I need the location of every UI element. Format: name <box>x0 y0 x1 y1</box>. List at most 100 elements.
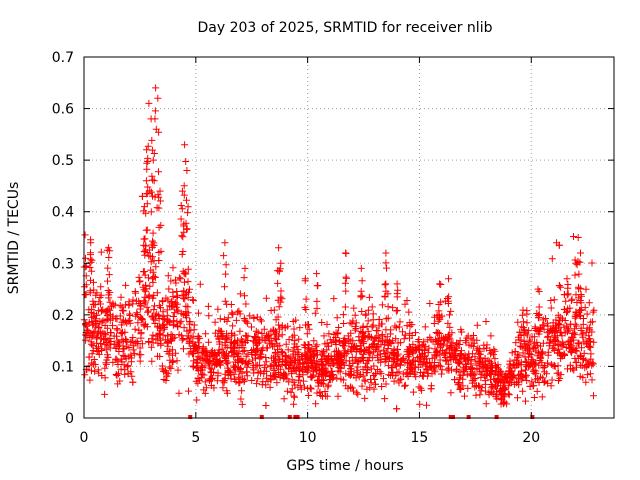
data-point <box>262 358 270 366</box>
data-point <box>150 239 158 247</box>
data-point <box>178 336 186 344</box>
data-point <box>530 345 538 353</box>
data-point <box>401 300 409 308</box>
data-point <box>102 346 110 354</box>
data-point <box>117 329 125 337</box>
data-point <box>332 341 340 348</box>
data-point <box>401 382 408 390</box>
data-point <box>440 351 448 359</box>
data-point <box>144 142 152 150</box>
data-point <box>229 322 237 330</box>
data-point <box>133 338 141 345</box>
data-point <box>155 168 162 176</box>
data-point <box>496 387 504 395</box>
data-point <box>369 372 377 379</box>
data-point <box>358 329 366 336</box>
data-point <box>99 317 107 325</box>
data-point <box>157 304 164 312</box>
x-tick-label: 0 <box>80 430 89 446</box>
data-point <box>218 345 226 353</box>
data-point <box>211 318 219 326</box>
data-point <box>274 369 282 376</box>
data-point <box>542 315 550 322</box>
data-point <box>568 333 576 341</box>
x-axis-title: GPS time / hours <box>286 458 403 474</box>
data-point <box>158 297 166 305</box>
data-point <box>435 334 443 342</box>
chart-title: Day 203 of 2025, SRMTID for receiver nli… <box>198 20 493 36</box>
data-point <box>104 353 112 361</box>
data-point <box>327 368 335 375</box>
data-point <box>468 364 476 372</box>
data-point <box>85 334 93 341</box>
data-point <box>205 312 213 320</box>
data-point <box>140 321 148 329</box>
data-point <box>395 368 403 376</box>
data-point <box>166 318 174 326</box>
data-point <box>522 397 529 405</box>
data-point <box>469 336 477 344</box>
data-point <box>156 197 164 205</box>
data-point <box>525 362 533 370</box>
data-point <box>155 257 163 264</box>
data-point <box>91 367 99 375</box>
data-point <box>426 300 434 307</box>
data-point <box>380 340 388 348</box>
data-point <box>138 315 146 323</box>
data-point <box>173 294 181 301</box>
data-point <box>135 326 143 334</box>
data-point <box>151 319 159 327</box>
data-point <box>280 369 288 377</box>
data-point <box>354 390 362 398</box>
data-point <box>301 277 309 285</box>
zero-point <box>494 415 499 419</box>
data-point <box>544 348 552 356</box>
data-point <box>140 235 148 243</box>
data-point <box>149 229 157 237</box>
data-point <box>583 340 591 348</box>
data-point <box>224 352 232 360</box>
data-point <box>153 289 161 297</box>
data-point <box>202 350 210 358</box>
data-point <box>173 306 181 314</box>
data-point <box>167 277 175 285</box>
data-point <box>216 340 224 348</box>
data-point <box>91 360 99 368</box>
data-point <box>182 158 190 165</box>
data-point <box>187 345 195 352</box>
data-point <box>142 226 150 234</box>
data-point <box>151 273 159 281</box>
data-points <box>80 84 598 419</box>
data-point <box>523 310 531 318</box>
data-point <box>214 305 222 313</box>
data-point <box>216 357 224 365</box>
data-point <box>223 335 231 343</box>
data-point <box>337 361 345 369</box>
data-point <box>291 359 299 367</box>
data-point <box>445 366 453 374</box>
data-point <box>217 327 225 335</box>
data-point <box>348 320 356 328</box>
data-point <box>491 347 499 355</box>
data-point <box>451 376 459 384</box>
data-point <box>572 359 580 367</box>
data-point <box>257 352 265 360</box>
data-point <box>393 290 401 298</box>
data-point <box>517 336 525 344</box>
data-point <box>341 347 349 355</box>
data-point <box>125 301 133 309</box>
data-point <box>302 295 310 303</box>
data-point <box>461 392 468 400</box>
data-point <box>141 300 149 308</box>
data-point <box>334 351 342 359</box>
data-point <box>190 321 198 329</box>
data-point <box>586 370 594 378</box>
data-point <box>106 335 114 342</box>
data-point <box>535 303 543 311</box>
data-point <box>509 373 517 381</box>
data-point <box>149 243 156 251</box>
data-point <box>288 333 296 341</box>
data-point <box>353 389 361 397</box>
data-point <box>355 333 363 341</box>
data-point <box>502 373 510 380</box>
